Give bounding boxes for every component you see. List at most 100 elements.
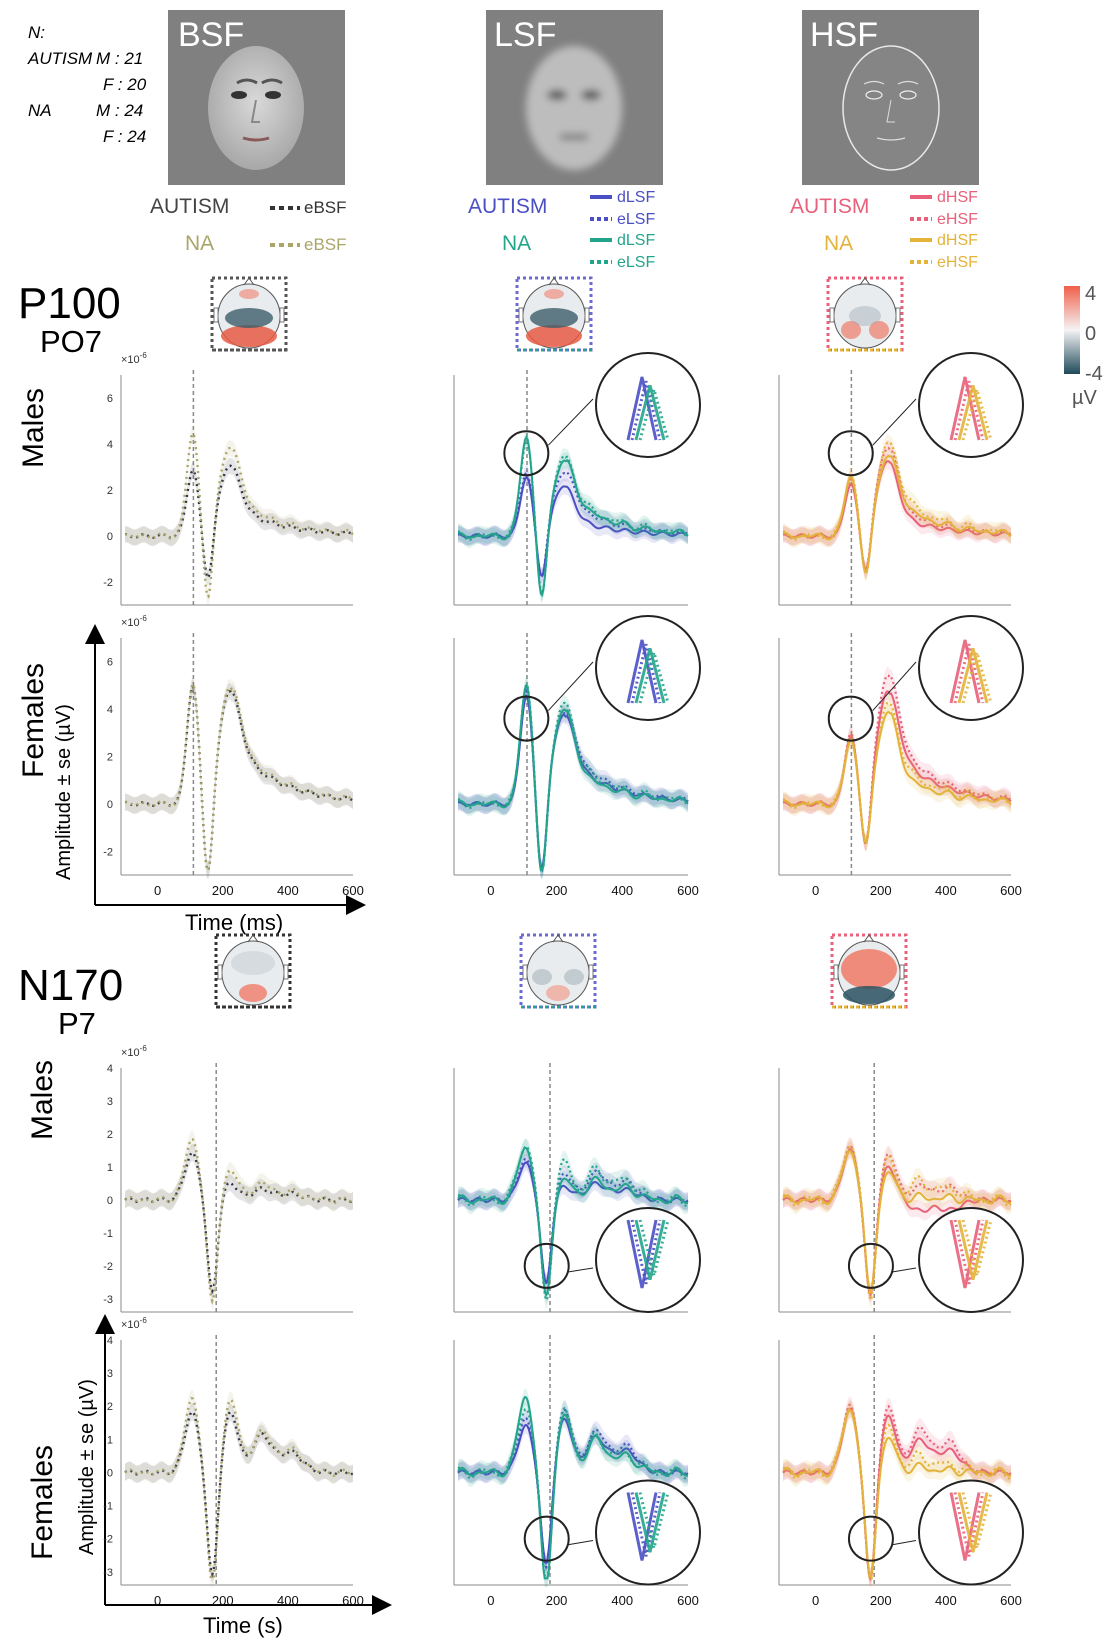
x-tick-label: 200 — [212, 883, 234, 898]
chart-n170-females-bsf: -3 -2 -1 0 1 2 3 4 ×10-6 0 200 400 600 — [103, 1316, 364, 1608]
section-n170-title: N170 — [18, 961, 123, 1010]
zoom-connector — [892, 1267, 917, 1273]
y-tick-label: 2 — [107, 752, 113, 764]
series-na-ebsf — [124, 1137, 354, 1305]
se-band-autism-ebsf — [125, 1144, 353, 1300]
n-title: N: — [28, 23, 45, 42]
x-tick-label: 400 — [611, 1593, 633, 1608]
colorbar-mid: 0 — [1085, 323, 1096, 345]
se-band-autism-elsf — [458, 1150, 688, 1293]
topomap-n170-0 — [214, 933, 292, 1009]
x-tick-label: 0 — [154, 1593, 161, 1608]
series-na-dhsf — [782, 1150, 1012, 1295]
topomap-n170-2 — [830, 933, 908, 1009]
series-na-dhsf — [782, 710, 1012, 843]
x-tick-label: 600 — [1000, 1593, 1022, 1608]
n-sex-2: M : 24 — [96, 101, 143, 120]
zoom-connector — [892, 1540, 917, 1546]
y-tick-label: -2 — [103, 577, 113, 589]
zoom-connector — [547, 398, 594, 446]
y-tick-label: 4 — [107, 704, 113, 716]
zoom-connector — [568, 1267, 594, 1273]
se-band-autism-ehsf — [783, 667, 1011, 852]
series-na-elsf — [457, 682, 689, 872]
topomap-p100-2 — [826, 276, 904, 352]
x-tick-label: 200 — [870, 1593, 892, 1608]
y-tick-label: 0 — [107, 1467, 113, 1479]
stimulus-hsf-label: HSF — [810, 16, 878, 54]
legend-lsf-entry-3: eLSF — [617, 254, 655, 271]
section-p100-electrode: PO7 — [40, 324, 102, 359]
se-band-na-ehsf — [783, 1138, 1011, 1309]
topomaps — [210, 276, 908, 1009]
chart-n170-males-bsf: -3 -2 -1 0 1 2 3 4 ×10-6 — [103, 1044, 354, 1313]
x-tick-label: 600 — [677, 1593, 699, 1608]
chart-p100-males-bsf: -2 0 2 4 6 ×10-6 — [103, 351, 354, 606]
series-autism-elsf — [457, 1157, 689, 1287]
se-band-na-ebsf — [125, 1130, 353, 1310]
zoom-inset — [595, 1479, 701, 1586]
n-group-0: AUTISM — [27, 49, 93, 68]
chart-n170-females-hsf: 0 200 400 600 — [778, 1335, 1024, 1608]
chart-p100-females-bsf: -2 0 2 4 6 ×10-6 0 200 400 600 — [103, 614, 364, 898]
se-band-na-ehsf — [783, 1400, 1011, 1587]
se-band-autism-ebsf — [125, 457, 353, 586]
y-tick-label: 1 — [107, 1162, 113, 1174]
y-tick-label: 3 — [107, 1096, 113, 1108]
legend-hsf: AUTISM NA dHSF eHSF dHSF eHSF — [790, 189, 978, 271]
legend-lsf: AUTISM NA dLSF eLSF dLSF eLSF — [468, 189, 655, 271]
topomap-p100-1 — [515, 276, 593, 352]
legend-bsf-group-0: AUTISM — [150, 195, 229, 218]
series-autism-ebsf — [124, 464, 354, 580]
legend-hsf-entry-2: dHSF — [937, 232, 978, 249]
colorbar: 4 0 -4 µV — [1064, 283, 1103, 409]
zoom-connector — [872, 398, 917, 446]
legend-bsf: AUTISM NA eBSF eBSF — [150, 195, 347, 255]
series-na-ehsf — [782, 1407, 1012, 1580]
n-counts: N: AUTISM M : 21 F : 20 NA M : 24 F : 24 — [27, 23, 147, 146]
chart-p100-males-hsf — [778, 352, 1024, 606]
y-tick-label: -1 — [103, 1501, 113, 1513]
n-sex-0: M : 21 — [96, 49, 143, 68]
chart-p100-females-lsf: 0 200 400 600 — [453, 615, 701, 898]
se-band-na-elsf — [458, 432, 688, 602]
section-n170-electrode: P7 — [58, 1006, 96, 1041]
legend-hsf-group-0: AUTISM — [790, 195, 869, 218]
y-tick-label: -3 — [103, 1567, 113, 1579]
x-tick-label: 0 — [154, 883, 161, 898]
section-p100-title: P100 — [18, 279, 121, 328]
x-tick-label: 600 — [677, 883, 699, 898]
y-tick-label: -2 — [103, 1261, 113, 1273]
colorbar-max: 4 — [1085, 283, 1096, 305]
zoom-region — [847, 1515, 894, 1562]
se-band-na-dlsf — [458, 1139, 688, 1304]
stimulus-hsf: HSF — [802, 10, 979, 185]
y-exponent: ×10-6 — [121, 351, 147, 366]
n-sex-1: F : 20 — [103, 75, 147, 94]
stimulus-lsf-label: LSF — [494, 16, 556, 54]
zoom-region — [523, 1242, 570, 1289]
zoom-connector — [872, 661, 917, 711]
zoom-region — [847, 1242, 894, 1289]
x-tick-label: 0 — [812, 1593, 819, 1608]
stimulus-lsf: LSF — [486, 10, 663, 185]
se-band-na-elsf — [458, 1399, 688, 1587]
row-label-n170-males: Males — [26, 1060, 59, 1140]
series-autism-ebsf — [124, 1151, 354, 1295]
x-tick-label: 400 — [935, 883, 957, 898]
n-group-2: NA — [28, 101, 52, 120]
se-band-autism-elsf — [458, 682, 688, 879]
n170-axis-arrows — [95, 1314, 392, 1615]
y-tick-label: 0 — [107, 531, 113, 543]
topomap-n170-1 — [519, 933, 597, 1009]
x-tick-label: 200 — [212, 1593, 234, 1608]
ylabel-n170: Amplitude ± se (µV) — [76, 1379, 98, 1555]
se-band-autism-elsf — [458, 1401, 688, 1576]
chart-p100-males-lsf — [453, 352, 701, 606]
chart-n170-males-lsf — [453, 1063, 701, 1313]
se-band-na-ehsf — [783, 434, 1011, 581]
x-tick-label: 0 — [812, 883, 819, 898]
x-tick-label: 400 — [277, 1593, 299, 1608]
y-exponent: ×10-6 — [121, 614, 147, 629]
